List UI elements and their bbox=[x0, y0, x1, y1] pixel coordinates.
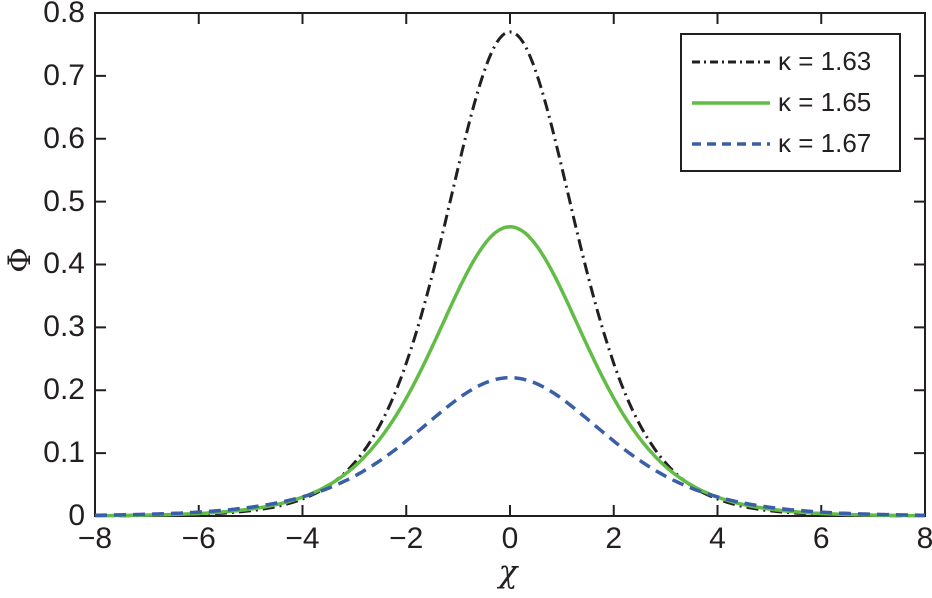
legend: κ = 1.63 κ = 1.65 κ = 1.67 bbox=[680, 33, 901, 172]
legend-row: κ = 1.63 bbox=[682, 46, 899, 77]
curve-series-1 bbox=[95, 225, 925, 518]
ytick-label: 0.7 bbox=[43, 59, 85, 92]
xtick-label: −8 bbox=[77, 522, 113, 555]
ytick-label: 0 bbox=[68, 499, 85, 532]
ytick-label: 0.6 bbox=[43, 122, 85, 155]
legend-solid-line-icon bbox=[692, 100, 770, 105]
ytick-label: 0.1 bbox=[43, 436, 85, 469]
xtick-label: 4 bbox=[709, 522, 726, 555]
xtick-label: 0 bbox=[501, 522, 519, 555]
y-axis-label-phi: Φ bbox=[2, 247, 38, 273]
ytick-label: 0.4 bbox=[43, 247, 85, 280]
ytick-label: 0.2 bbox=[43, 373, 85, 406]
ytick-label: 0.3 bbox=[43, 310, 85, 343]
legend-label: κ = 1.67 bbox=[778, 128, 872, 158]
xtick-label: 6 bbox=[812, 522, 830, 555]
legend-dashed-line-icon bbox=[692, 141, 770, 146]
curve-series-2 bbox=[95, 375, 925, 517]
xtick-label: −2 bbox=[389, 522, 424, 555]
legend-label: κ = 1.63 bbox=[778, 46, 872, 76]
ytick-label: 0.8 bbox=[43, 0, 85, 29]
legend-row: κ = 1.67 bbox=[682, 128, 899, 159]
x-axis-label-chi: χ bbox=[498, 554, 518, 590]
xtick-label: 8 bbox=[916, 522, 932, 555]
xtick-label: −6 bbox=[181, 522, 216, 555]
xtick-label: 2 bbox=[605, 522, 623, 555]
xtick-label: −4 bbox=[285, 522, 320, 555]
ytick-label: 0.5 bbox=[43, 185, 85, 218]
legend-label: κ = 1.65 bbox=[778, 87, 872, 117]
legend-row: κ = 1.65 bbox=[682, 87, 899, 118]
legend-dashdot-line-icon bbox=[692, 60, 770, 63]
